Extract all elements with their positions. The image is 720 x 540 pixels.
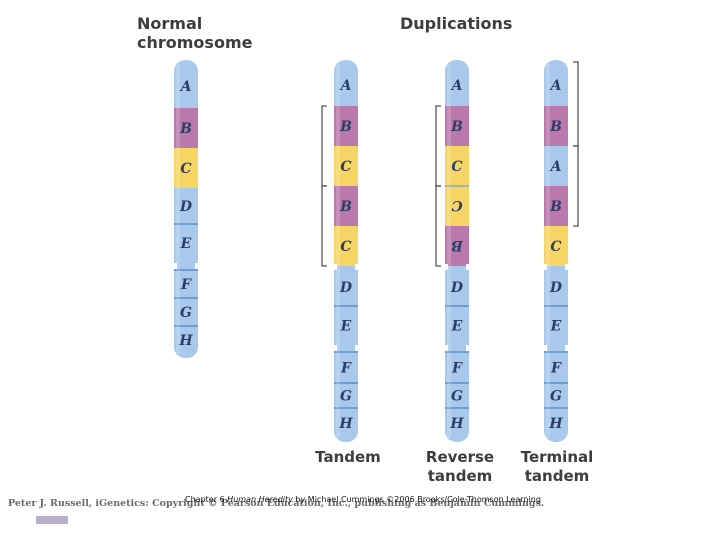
constriction-left	[444, 345, 448, 351]
chromosome-highlight	[546, 64, 550, 438]
constriction-left	[543, 345, 547, 351]
segment-label-b: B	[339, 119, 352, 135]
segment-label-e: E	[451, 319, 463, 335]
reverse-duplication-bracket-2	[435, 185, 441, 267]
figure-credit: Peter J. Russell, iGenetics: Copyright ©…	[8, 498, 545, 509]
segment-c-band	[544, 226, 568, 266]
publisher-logo-mark	[36, 516, 68, 524]
segment-label-g: G	[340, 389, 352, 405]
segment-b-band	[334, 186, 358, 226]
constriction-right	[355, 345, 359, 351]
segment-b-band	[544, 186, 568, 226]
segment-b-band	[334, 106, 358, 146]
segment-label-c: C	[550, 239, 561, 255]
constriction-left	[333, 345, 337, 351]
constriction-right	[466, 345, 470, 351]
constriction-left	[333, 264, 337, 270]
chromosome-tandem: A B C B C D E FGH	[333, 60, 359, 442]
terminal-tandem-label-line1: Terminal	[520, 448, 594, 466]
tandem-duplication-bracket-2	[321, 185, 327, 267]
segment-label-b: B	[450, 119, 463, 135]
reverse-tandem-label-line2: tandem	[427, 467, 493, 485]
segment-label-b: B	[451, 237, 464, 253]
segment-label-a: A	[339, 78, 352, 94]
constriction-right	[355, 264, 359, 270]
segment-b-band	[174, 108, 198, 148]
segment-label-h: H	[338, 416, 353, 432]
segment-label-f: F	[180, 277, 192, 293]
constriction-left	[173, 263, 177, 269]
segment-label-c: C	[340, 239, 351, 255]
constriction-right	[565, 264, 569, 270]
caption-prefix: Chapter 6	[185, 495, 228, 504]
duplications-heading-text: Duplications	[400, 14, 513, 33]
segment-label-a: A	[450, 78, 463, 94]
segment-c-band	[174, 148, 198, 188]
segment-b-band	[445, 106, 469, 146]
segment-label-g: G	[550, 389, 562, 405]
segment-label-g: G	[180, 305, 192, 321]
segment-label-b: B	[549, 199, 562, 215]
reverse-tandem-label-line1: Reverse	[425, 448, 495, 466]
segment-label-c: C	[340, 159, 351, 175]
normal-chromosome-heading: Normal chromosome	[137, 14, 252, 52]
terminal-duplication-bracket-2	[573, 145, 579, 227]
tandem-label: Tandem	[300, 448, 396, 467]
segment-label-d: D	[549, 280, 563, 296]
caption-suffix: by Michael Cummings ©2006 Brooks/Cole-Th…	[292, 495, 541, 504]
tandem-label-line1: Tandem	[315, 448, 381, 466]
constriction-right	[466, 264, 470, 270]
segment-label-g: G	[451, 389, 463, 405]
segment-c-band	[445, 186, 469, 226]
chromosome-highlight	[447, 64, 451, 438]
segment-c-band	[334, 226, 358, 266]
constriction-right	[195, 263, 199, 269]
constriction-left	[444, 264, 448, 270]
segment-label-d: D	[179, 199, 193, 215]
reverse-duplication-bracket-1	[435, 105, 441, 187]
chromosome-terminal: A B A B C D E FGH	[543, 60, 569, 442]
segment-label-b: B	[549, 119, 562, 135]
segment-label-e: E	[180, 236, 192, 252]
segment-label-b: B	[179, 121, 192, 137]
segment-label-e: E	[550, 319, 562, 335]
segment-b-band	[445, 226, 469, 266]
reverse-tandem-label: Reverse tandem	[410, 448, 510, 486]
segment-label-f: F	[451, 361, 463, 377]
segment-label-f: F	[550, 361, 562, 377]
terminal-tandem-label-line2: tandem	[524, 467, 590, 485]
segment-label-a: A	[549, 78, 562, 94]
caption-title: Human Heredity	[227, 495, 293, 504]
chromosome-reverse: A B C C B D E FGH	[444, 60, 470, 442]
segment-c-band	[334, 146, 358, 186]
segment-label-b: B	[339, 199, 352, 215]
segment-c-band	[445, 146, 469, 186]
chromosome-normal: A B C D E FGH	[173, 60, 199, 358]
segment-label-h: H	[548, 416, 563, 432]
terminal-duplication-bracket-1	[573, 61, 579, 147]
segment-label-e: E	[340, 319, 352, 335]
segment-label-c: C	[180, 161, 191, 177]
normal-heading-line1: Normal	[137, 14, 203, 33]
segment-label-h: H	[449, 416, 464, 432]
segment-label-c: C	[451, 197, 462, 213]
segment-label-d: D	[450, 280, 464, 296]
chromosome-highlight	[176, 64, 180, 354]
terminal-tandem-label: Terminal tandem	[510, 448, 604, 486]
constriction-left	[543, 264, 547, 270]
segment-label-d: D	[339, 280, 353, 296]
slide-caption: Chapter 6 Human Heredity by Michael Cumm…	[185, 495, 541, 504]
segment-label-a: A	[179, 79, 192, 95]
tandem-duplication-bracket-1	[321, 105, 327, 187]
segment-label-a: A	[549, 159, 562, 175]
segment-label-h: H	[178, 333, 193, 349]
constriction-right	[565, 345, 569, 351]
segment-b-band	[544, 106, 568, 146]
duplications-heading: Duplications	[400, 14, 512, 33]
segment-label-f: F	[340, 361, 352, 377]
segment-label-c: C	[451, 159, 462, 175]
normal-heading-line2: chromosome	[137, 33, 253, 52]
chromosome-highlight	[336, 64, 340, 438]
